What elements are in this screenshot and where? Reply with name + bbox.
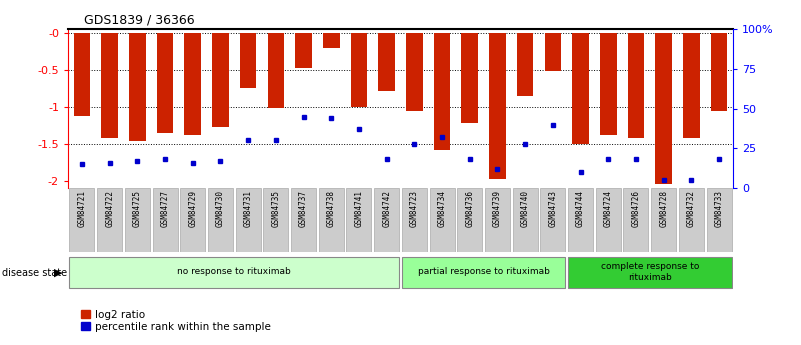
FancyBboxPatch shape — [180, 188, 205, 252]
Text: GSM84742: GSM84742 — [382, 190, 391, 227]
FancyBboxPatch shape — [651, 188, 676, 252]
FancyBboxPatch shape — [706, 188, 731, 252]
Bar — [268, 33, 284, 108]
Bar — [600, 33, 617, 135]
Text: GSM84733: GSM84733 — [714, 190, 723, 227]
FancyBboxPatch shape — [125, 188, 150, 252]
FancyBboxPatch shape — [235, 188, 260, 252]
Text: GSM84743: GSM84743 — [549, 190, 557, 227]
FancyBboxPatch shape — [70, 188, 95, 252]
Bar — [461, 33, 478, 123]
Bar — [323, 33, 340, 48]
FancyBboxPatch shape — [152, 188, 178, 252]
Text: no response to rituximab: no response to rituximab — [177, 267, 292, 276]
FancyBboxPatch shape — [457, 188, 482, 252]
Text: GSM84726: GSM84726 — [631, 190, 641, 227]
Bar — [351, 33, 367, 107]
FancyBboxPatch shape — [568, 257, 731, 288]
FancyBboxPatch shape — [429, 188, 454, 252]
FancyBboxPatch shape — [374, 188, 399, 252]
Text: GSM84724: GSM84724 — [604, 190, 613, 227]
Bar — [101, 33, 118, 138]
FancyBboxPatch shape — [264, 188, 288, 252]
Text: GSM84721: GSM84721 — [78, 190, 87, 227]
FancyBboxPatch shape — [596, 188, 621, 252]
FancyBboxPatch shape — [291, 188, 316, 252]
Bar — [628, 33, 644, 138]
Text: disease state: disease state — [2, 268, 67, 277]
FancyBboxPatch shape — [70, 257, 399, 288]
Bar — [378, 33, 395, 91]
FancyBboxPatch shape — [568, 188, 593, 252]
FancyBboxPatch shape — [347, 188, 372, 252]
FancyBboxPatch shape — [97, 188, 122, 252]
Text: GSM84722: GSM84722 — [105, 190, 114, 227]
Text: GSM84737: GSM84737 — [299, 190, 308, 227]
Bar — [406, 33, 423, 110]
Text: GSM84727: GSM84727 — [160, 190, 170, 227]
Bar — [489, 33, 505, 179]
Bar — [157, 33, 173, 133]
Bar — [296, 33, 312, 68]
Bar — [212, 33, 229, 128]
Text: GSM84741: GSM84741 — [355, 190, 364, 227]
Bar — [710, 33, 727, 110]
Text: GSM84738: GSM84738 — [327, 190, 336, 227]
Text: GSM84736: GSM84736 — [465, 190, 474, 227]
Bar — [572, 33, 589, 144]
Text: GSM84744: GSM84744 — [576, 190, 585, 227]
FancyBboxPatch shape — [402, 257, 566, 288]
Text: GSM84735: GSM84735 — [272, 190, 280, 227]
FancyBboxPatch shape — [402, 188, 427, 252]
Bar — [655, 33, 672, 184]
Text: GSM84728: GSM84728 — [659, 190, 668, 227]
Text: GSM84732: GSM84732 — [687, 190, 696, 227]
Text: GDS1839 / 36366: GDS1839 / 36366 — [84, 14, 195, 27]
Text: GSM84740: GSM84740 — [521, 190, 529, 227]
Text: GSM84739: GSM84739 — [493, 190, 502, 227]
Bar — [239, 33, 256, 88]
Bar — [545, 33, 562, 71]
Text: GSM84723: GSM84723 — [410, 190, 419, 227]
FancyBboxPatch shape — [513, 188, 537, 252]
FancyBboxPatch shape — [319, 188, 344, 252]
Legend: log2 ratio, percentile rank within the sample: log2 ratio, percentile rank within the s… — [78, 305, 275, 336]
FancyBboxPatch shape — [485, 188, 510, 252]
FancyBboxPatch shape — [679, 188, 704, 252]
Bar — [517, 33, 533, 96]
Text: GSM84730: GSM84730 — [216, 190, 225, 227]
FancyBboxPatch shape — [623, 188, 649, 252]
Bar — [434, 33, 450, 150]
Text: GSM84731: GSM84731 — [244, 190, 252, 227]
Text: partial response to rituximab: partial response to rituximab — [417, 267, 549, 276]
Text: GSM84729: GSM84729 — [188, 190, 197, 227]
Text: ▶: ▶ — [54, 268, 62, 277]
Bar — [74, 33, 91, 116]
Text: GSM84725: GSM84725 — [133, 190, 142, 227]
Bar — [129, 33, 146, 141]
FancyBboxPatch shape — [541, 188, 566, 252]
Text: complete response to
rituximab: complete response to rituximab — [601, 262, 699, 282]
Bar — [683, 33, 700, 138]
FancyBboxPatch shape — [208, 188, 233, 252]
Bar — [184, 33, 201, 135]
Text: GSM84734: GSM84734 — [437, 190, 446, 227]
